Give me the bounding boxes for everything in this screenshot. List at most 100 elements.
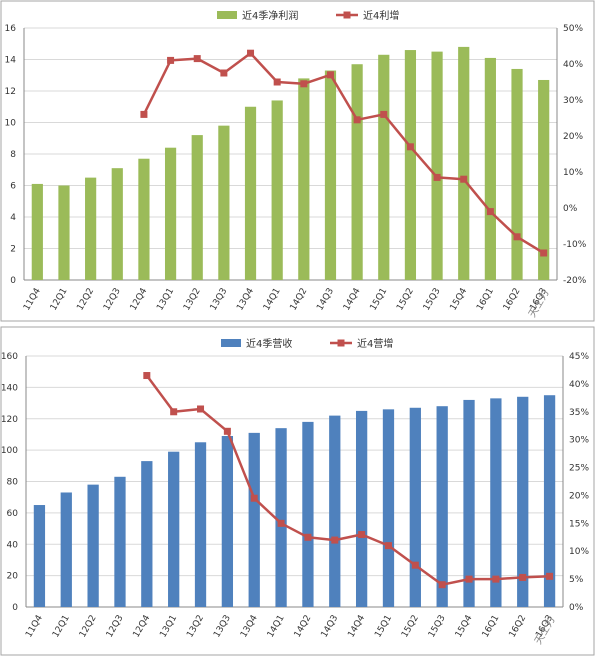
line-point [546,572,554,580]
y-left-tick-label: 140 [1,383,18,393]
line-point [384,542,392,550]
line-point [438,581,446,589]
bar [378,54,390,281]
line-point [140,110,148,118]
y-left-tick-label: 100 [1,446,18,456]
legend-swatch-bar [221,339,241,347]
line-point [433,173,441,181]
y-right-tick-label: 20% [563,132,583,142]
y-left-tick-label: 0 [10,276,16,286]
bar [458,46,470,281]
y-right-tick-label: 40% [563,60,583,70]
y-right-tick-label: 0% [563,204,578,214]
line-point [540,249,548,257]
bar [60,492,72,607]
legend-swatch-marker [343,11,351,19]
line-point [358,530,366,538]
bar [194,442,207,607]
line-point [167,56,175,64]
y-right-tick-label: 5% [569,575,584,585]
legend-label-bar: 近4季营收 [246,337,292,350]
bar [111,168,123,280]
bar [329,415,341,607]
legend-label-line: 近4利增 [363,9,399,22]
y-right-tick-label: 10% [563,168,583,178]
bar [517,396,529,607]
line-point [486,208,494,216]
bar [436,406,448,607]
bar [484,57,496,280]
bar [141,461,153,607]
y-right-tick-label: -20% [563,276,587,286]
line-point [326,71,334,79]
line-point [247,49,255,57]
y-right-tick-label: -10% [563,240,587,250]
y-right-tick-label: 10% [569,547,589,557]
bar [31,183,43,280]
bar [271,100,283,280]
bar [302,421,314,607]
bar [511,68,523,280]
line-point [492,575,500,583]
y-right-tick-label: 40% [569,380,589,390]
bar [218,125,230,281]
growth-line [142,51,545,255]
y-left-tick-label: 14 [5,56,17,66]
bar [85,177,97,280]
line-point [143,372,151,380]
bar [87,484,99,607]
line-point [300,80,308,88]
line-point [197,405,205,413]
line-point [406,143,414,151]
y-left-tick-label: 6 [10,182,16,192]
y-left-tick-label: 160 [1,352,18,362]
y-right-tick-label: 25% [569,464,589,474]
line-point [460,175,468,183]
line-point [513,233,521,241]
line-point [353,116,361,124]
y-right-tick-label: 0% [569,603,584,613]
bar [355,410,368,607]
line-point [277,519,285,527]
line-point [519,573,527,581]
bar [164,147,177,280]
y-left-tick-label: 20 [7,572,19,582]
bar [191,135,203,280]
line-point [273,78,281,86]
bar [351,64,363,280]
y-left-tick-label: 120 [1,415,18,425]
bar [33,505,46,607]
bar [138,158,150,280]
line-point [465,575,473,583]
bar [543,395,556,607]
y-left-tick-label: 4 [10,213,16,223]
line-point [304,533,312,541]
line-point [331,536,339,544]
y-right-tick-label: 30% [563,96,583,106]
line-point [250,494,258,502]
bar [538,79,550,280]
bar [324,70,337,281]
legend-swatch-marker [337,339,345,347]
y-left-tick-label: 16 [5,24,17,34]
bar [168,451,180,607]
y-right-tick-label: 30% [569,436,589,446]
bar [221,436,234,607]
bar [114,476,126,607]
legend-label-line: 近4营增 [357,337,393,350]
bar [382,409,395,607]
y-left-tick-label: 40 [7,540,19,550]
bar [275,428,287,607]
bar [248,432,260,607]
profit-chart: 0246810121416-20%-10%0%10%20%30%40%50%11… [0,0,595,322]
legend-swatch-bar [217,11,237,19]
y-right-tick-label: 15% [569,519,589,529]
growth-line [145,374,550,586]
bar [431,51,443,280]
line-point [380,110,388,118]
revenue-chart: 0 20 40 60 80 100 120 140 160 0% 5% 10% 15% 20% 25% 30%… [0,326,595,656]
y-right-tick-label: 35% [569,408,589,418]
line-point [223,427,231,435]
bar [298,78,310,281]
y-left-tick-label: 8 [10,150,16,160]
